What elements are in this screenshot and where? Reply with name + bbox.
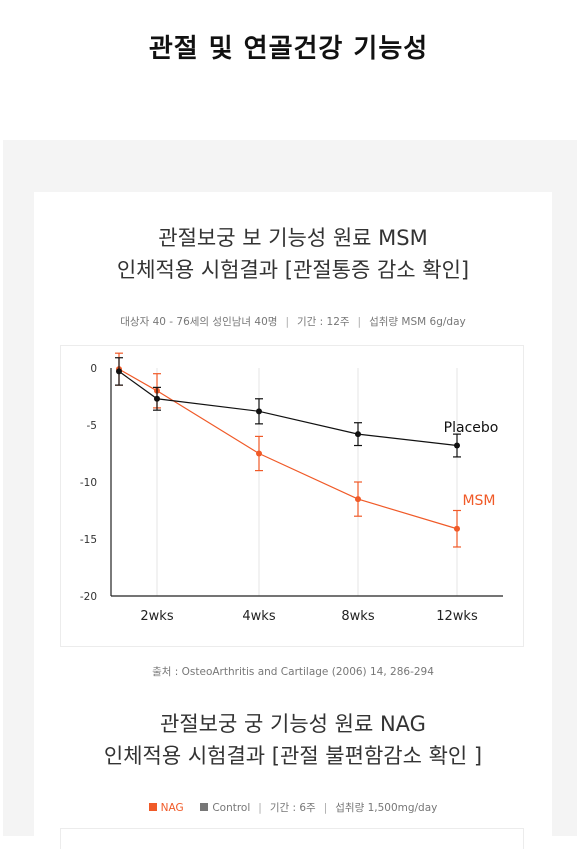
placebo-point — [256, 408, 262, 415]
y-tick-label: -15 — [80, 534, 97, 546]
meta-period: 기간 : 12주 — [296, 316, 350, 328]
msm-point — [355, 496, 361, 503]
placebo-point — [355, 431, 361, 438]
section1-source: 출처 : OsteoArthritis and Cartilage (2006)… — [152, 666, 434, 678]
placebo-point — [454, 442, 460, 449]
section2-title-line2: 인체적용 시험결과 [관절 불편함감소 확인 ] — [103, 744, 483, 768]
control-legend-swatch — [200, 803, 209, 811]
y-tick-label: -5 — [87, 420, 97, 432]
meta-dose: 섭취량 MSM 6g/day — [369, 316, 466, 328]
msm-point — [454, 525, 460, 532]
msm-chart-frame: 0 -5 -10 -15 -20 2wks 4wks 8wks 12wks Placebo M… — [60, 345, 524, 647]
legend-nag: NAG — [160, 802, 184, 814]
placebo-series-line — [118, 370, 458, 447]
x-tick-label: 2wks — [140, 609, 173, 624]
meta-separator: | — [323, 802, 328, 814]
msm-series-line — [118, 368, 458, 530]
nag-chart-frame — [60, 828, 524, 849]
x-tick-label: 12wks — [436, 609, 478, 624]
y-tick-label: -10 — [80, 477, 97, 489]
x-tick-label: 8wks — [341, 609, 374, 624]
y-tick-label: -20 — [80, 591, 97, 603]
placebo-point — [116, 368, 122, 375]
meta-dose: 섭취량 1,500mg/day — [335, 802, 438, 814]
meta-separator: | — [285, 316, 289, 328]
x-tick-label: 4wks — [242, 609, 275, 624]
section1-title-line1: 관절보궁 보 기능성 원료 MSM — [158, 226, 428, 250]
nag-legend-swatch — [148, 803, 157, 811]
meta-period: 기간 : 6주 — [269, 802, 316, 814]
section1-title-line2: 인체적용 시험결과 [관절통증 감소 확인] — [116, 258, 470, 282]
msm-line-chart: 0 -5 -10 -15 -20 2wks 4wks 8wks 12wks Placebo M… — [80, 352, 503, 624]
meta-separator: | — [258, 802, 262, 814]
legend-msm: MSM — [462, 493, 495, 509]
placebo-point — [154, 395, 160, 402]
page-title: 관절 및 연골건강 기능성 — [148, 34, 429, 64]
section1-meta: 대상자 40 - 76세의 성인남녀 40명 | 기간 : 12주 | 섭취량 MSM … — [34, 314, 552, 329]
section2-meta: NAG Control | 기간 : 6주 | 섭취량 1,500mg/day — [34, 800, 552, 815]
section2-title-line1: 관절보궁 궁 기능성 원료 NAG — [160, 712, 426, 736]
meta-separator: | — [357, 316, 362, 328]
legend-control: Control — [212, 802, 251, 814]
msm-point — [256, 450, 262, 457]
meta-subjects: 대상자 40 - 76세의 성인남녀 40명 — [120, 316, 278, 328]
y-tick-label: 0 — [90, 363, 97, 375]
legend-placebo: Placebo — [444, 420, 499, 436]
